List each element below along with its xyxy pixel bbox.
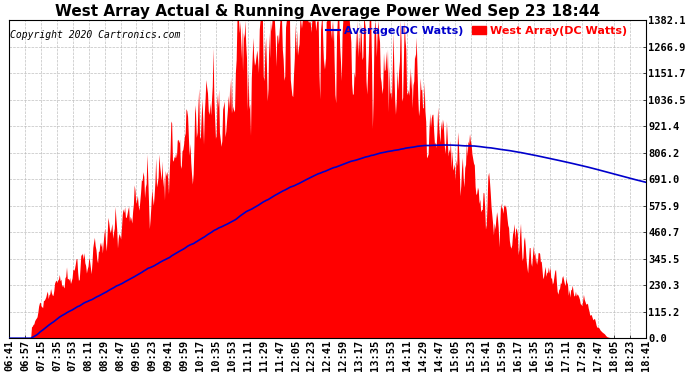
Legend: Average(DC Watts), West Array(DC Watts): Average(DC Watts), West Array(DC Watts) xyxy=(322,21,632,40)
Title: West Array Actual & Running Average Power Wed Sep 23 18:44: West Array Actual & Running Average Powe… xyxy=(55,4,600,19)
Text: Copyright 2020 Cartronics.com: Copyright 2020 Cartronics.com xyxy=(10,30,181,40)
